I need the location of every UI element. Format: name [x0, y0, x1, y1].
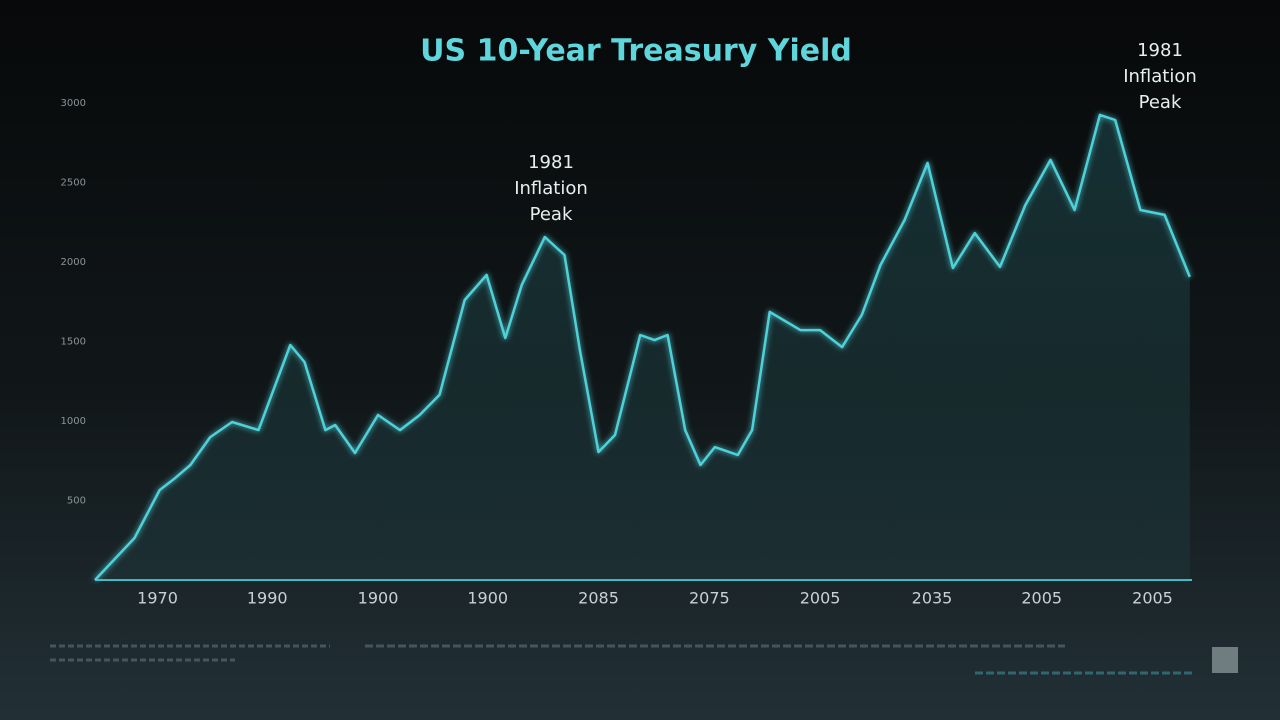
- logo-icon: [1212, 647, 1238, 673]
- y-tick-label: 2000: [61, 257, 86, 268]
- y-tick-label: 1000: [61, 416, 86, 427]
- footer: [50, 644, 1195, 675]
- y-tick-label: 2500: [61, 178, 86, 189]
- x-tick-label: 2075: [689, 589, 730, 608]
- y-tick-label: 1500: [61, 337, 86, 348]
- x-tick-label: 2005: [800, 589, 841, 608]
- line: [94, 113, 1191, 581]
- x-tick-label: 2005: [1132, 589, 1173, 608]
- area: [95, 114, 1190, 581]
- x-tick-label: 2005: [1021, 589, 1062, 608]
- y-tick-label: 3000: [61, 98, 86, 109]
- x-tick-label: 1900: [358, 589, 399, 608]
- x-tick-label: 2035: [912, 589, 953, 608]
- annotation: 1981 Inflation Peak: [514, 152, 588, 225]
- x-tick-label: 1990: [247, 589, 288, 608]
- y-tick-label: 500: [67, 496, 86, 507]
- x-tick-label: 1970: [137, 589, 178, 608]
- annotation: 1981 Inflation Peak: [1123, 40, 1197, 113]
- x-tick-label: 1900: [467, 589, 508, 608]
- chart-title: US 10-Year Treasury Yield: [420, 34, 852, 69]
- x-tick-label: 2085: [578, 589, 619, 608]
